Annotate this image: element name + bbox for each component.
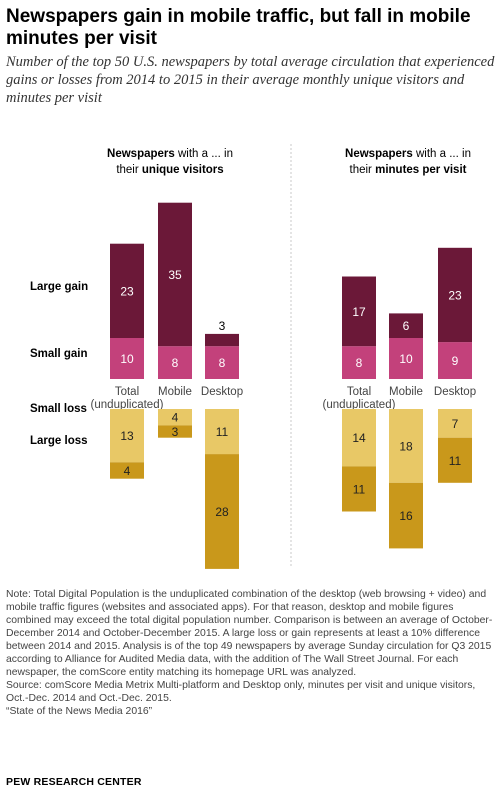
bar-small-gain — [389, 338, 423, 379]
data-label-small-gain: 10 — [399, 352, 413, 366]
data-label-small-loss: 11 — [216, 425, 229, 439]
bar-large-loss — [389, 482, 423, 549]
chart-subtitle: Number of the top 50 U.S. newspapers by … — [6, 54, 495, 106]
bar-small-loss — [205, 409, 239, 455]
category-label: Total — [115, 386, 139, 398]
bar-large-gain — [389, 313, 423, 338]
data-label-small-gain: 8 — [219, 356, 226, 370]
bar-large-gain — [342, 276, 376, 347]
data-label-large-loss: 11 — [449, 454, 462, 468]
data-label-small-loss: 13 — [120, 429, 134, 443]
panel-title-line2: their minutes per visit — [350, 164, 467, 176]
data-label-large-loss: 11 — [353, 482, 366, 496]
bar-small-gain — [158, 346, 192, 379]
data-label-small-gain: 8 — [356, 356, 363, 370]
bar-large-loss — [158, 425, 192, 438]
panel-title-line1: Newspapers with a ... in — [107, 148, 233, 160]
data-label-large-gain: 35 — [168, 268, 182, 282]
bar-large-loss — [205, 454, 239, 569]
data-label-small-loss: 18 — [399, 439, 413, 453]
bar-large-gain — [205, 333, 239, 347]
bar-large-gain — [438, 247, 472, 343]
category-label: Mobile — [158, 386, 192, 398]
source-text: Source: comScore Media Metrix Multi-plat… — [6, 680, 476, 704]
bar-small-loss — [158, 409, 192, 426]
data-label-small-gain: 8 — [172, 356, 179, 370]
bar-small-loss — [389, 409, 423, 483]
category-label: Total — [347, 386, 371, 398]
bar-small-gain — [110, 338, 144, 379]
category-label: (unduplicated) — [323, 399, 396, 411]
data-label-large-gain: 23 — [448, 288, 462, 302]
data-label-large-gain: 23 — [120, 284, 134, 298]
bar-small-loss — [110, 409, 144, 463]
bar-large-loss — [342, 466, 376, 512]
report-text: “State of the News Media 2016” — [6, 706, 153, 717]
category-label: Desktop — [201, 386, 243, 398]
panel-title-line2: their unique visitors — [116, 164, 223, 176]
data-label-large-loss: 28 — [215, 505, 229, 519]
data-label-large-gain: 17 — [352, 305, 366, 319]
bar-large-loss — [110, 462, 144, 479]
row-label-small-loss: Small loss — [30, 403, 87, 415]
bar-large-gain — [158, 202, 192, 347]
row-label-large-gain: Large gain — [30, 281, 88, 293]
bar-small-gain — [438, 342, 472, 379]
bar-small-loss — [342, 409, 376, 467]
category-label: Mobile — [389, 386, 423, 398]
row-label-small-gain: Small gain — [30, 348, 88, 360]
panel-title-line1: Newspapers with a ... in — [345, 148, 471, 160]
data-label-small-loss: 7 — [452, 417, 459, 431]
data-label-small-loss: 4 — [172, 411, 179, 425]
data-label-large-loss: 4 — [124, 464, 131, 478]
data-label-large-loss: 3 — [172, 425, 179, 439]
data-label-large-gain: 6 — [403, 319, 410, 333]
bar-large-gain — [110, 243, 144, 338]
note-text: Note: Total Digital Population is the un… — [6, 589, 493, 678]
notes-block: Note: Total Digital Population is the un… — [6, 588, 498, 718]
data-label-small-gain: 9 — [452, 354, 459, 368]
brand-logo-text: PEW RESEARCH CENTER — [6, 776, 142, 788]
bar-small-gain — [342, 346, 376, 379]
category-label: (unduplicated) — [91, 399, 164, 411]
row-label-large-loss: Large loss — [30, 435, 88, 447]
data-label-small-loss: 14 — [352, 431, 366, 445]
data-label-small-gain: 10 — [120, 352, 134, 366]
bar-large-loss — [438, 437, 472, 483]
category-label: Desktop — [434, 386, 476, 398]
data-label-large-loss: 16 — [399, 509, 413, 523]
chart-title: Newspapers gain in mobile traffic, but f… — [6, 6, 471, 49]
chart-area: Large gain Small gain Small loss Large loss… — [30, 144, 476, 569]
data-label-large-gain: 3 — [219, 319, 226, 333]
bar-small-gain — [205, 346, 239, 379]
bar-small-loss — [438, 409, 472, 438]
